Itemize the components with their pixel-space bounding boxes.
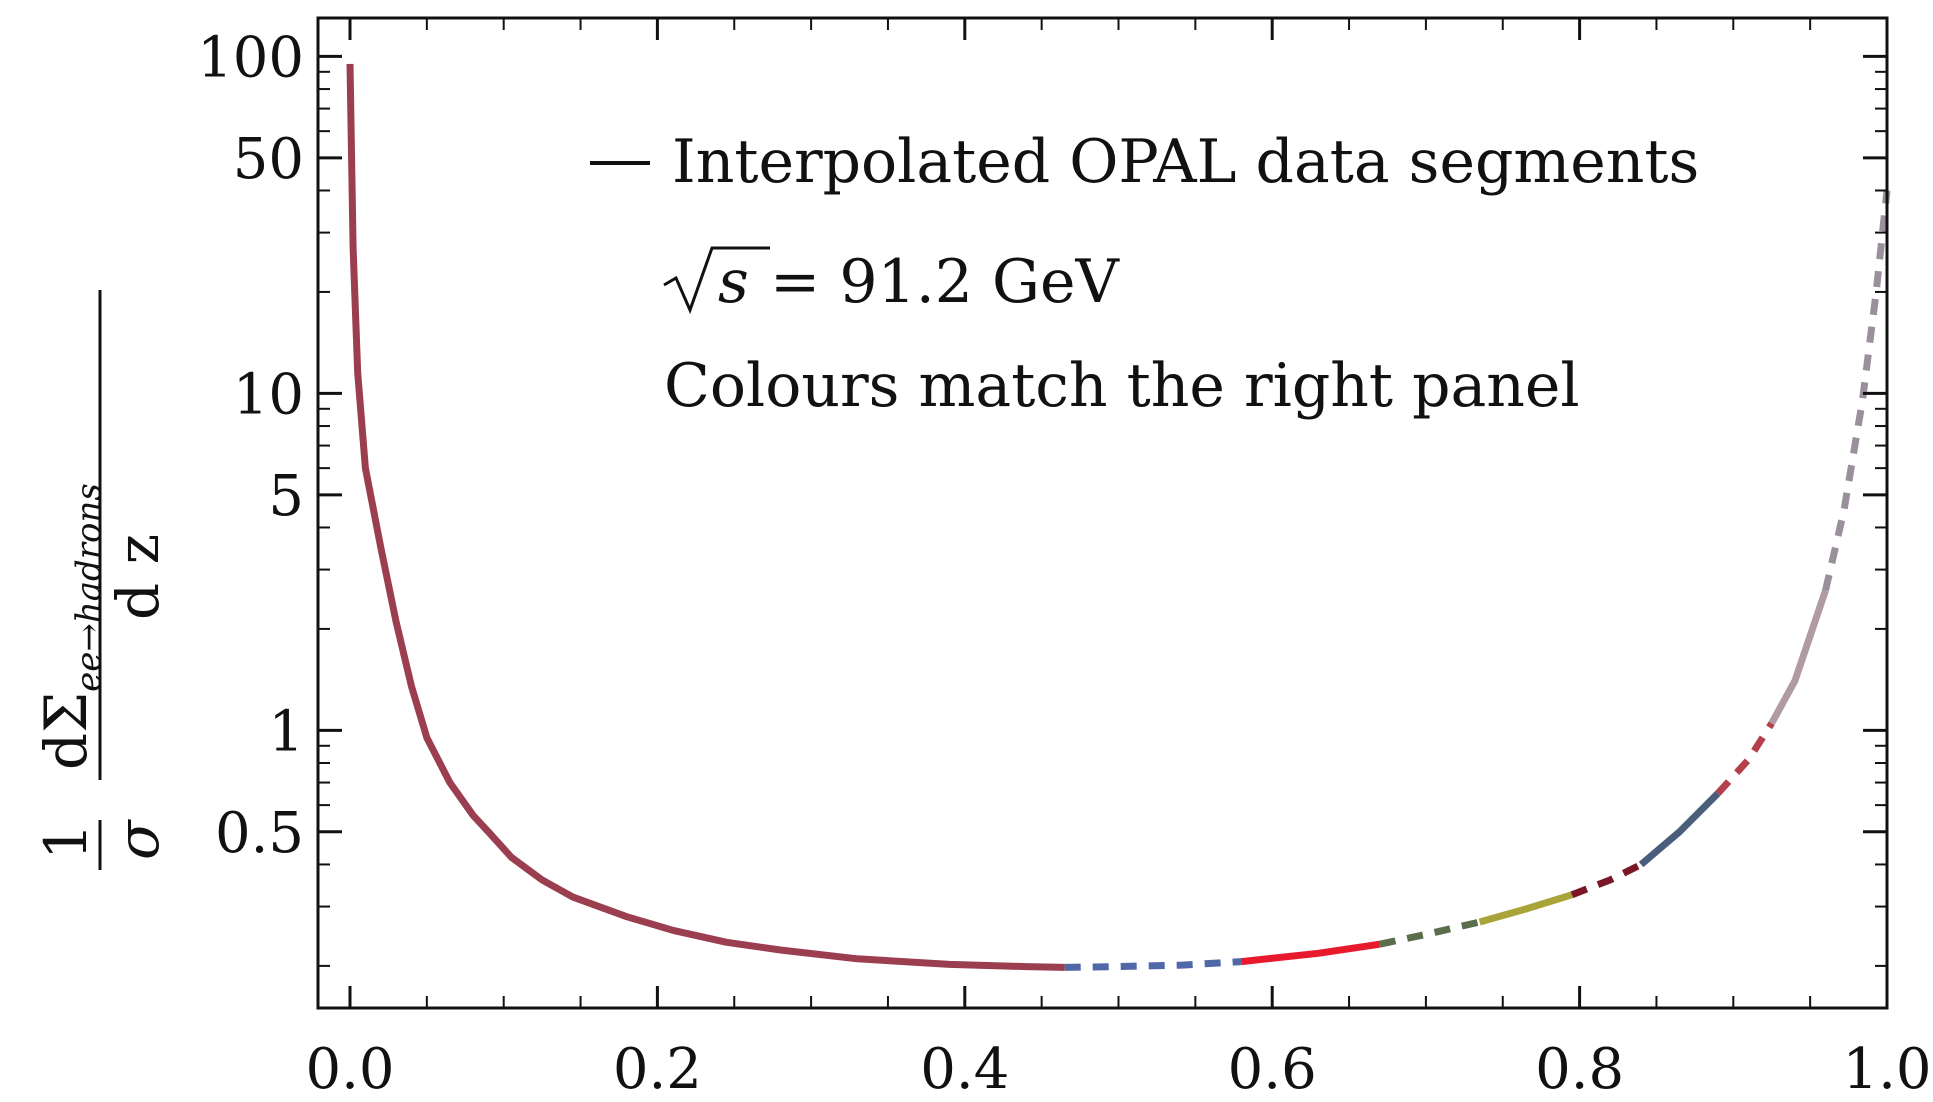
y-tick-label: 100: [197, 25, 304, 90]
y-tick-label: 50: [233, 127, 304, 192]
x-tick-label: 0.8: [1535, 1037, 1624, 1102]
ylabel-sigma: σ: [104, 819, 172, 860]
colour-note: Colours match the right panel: [664, 351, 1580, 421]
x-tick-label: 0.2: [613, 1037, 702, 1102]
energy-rhs: = 91.2 GeV: [770, 247, 1120, 317]
energy-annotation: s = 91.2 GeV: [663, 246, 1120, 317]
series-segment-7: [1638, 790, 1721, 868]
ylabel-numerator-group: dΣee→hadrons: [32, 483, 109, 770]
plot-frame: [316, 16, 1889, 1010]
x-tick-label: 0.6: [1228, 1037, 1317, 1102]
energy-lhs: s: [718, 247, 749, 317]
series-segment-4: [1379, 918, 1481, 948]
series-segment-1: [346, 63, 1065, 971]
series-segment-10: [1822, 190, 1891, 592]
y-tick-label: 10: [233, 362, 304, 427]
y-axis-label: 1 σ dΣee→hadrons d z: [32, 290, 172, 870]
series-segment-3: [1241, 940, 1381, 966]
x-tick-label: 0.0: [305, 1037, 394, 1102]
series-segment-2: [1064, 958, 1242, 971]
y-tick-label: 0.5: [215, 801, 304, 866]
x-tick-label: 0.4: [920, 1037, 1009, 1102]
y-tick-label: 1: [268, 699, 304, 764]
ylabel-numerator: dΣ: [32, 692, 100, 770]
series-segment-5: [1478, 891, 1573, 926]
series-segment-9: [1768, 589, 1829, 725]
sqrt-symbol: [663, 246, 770, 315]
legend-label: Interpolated OPAL data segments: [672, 127, 1699, 197]
ylabel-denominator: d z: [104, 534, 172, 620]
x-axis: 0.0 0.2 0.4 0.6 0.8 1.0: [305, 18, 1932, 1102]
series-segment-8: [1715, 721, 1775, 796]
y-tick-label: 5: [268, 464, 304, 529]
x-tick-label: 1.0: [1842, 1037, 1931, 1102]
series-segment-6: [1570, 861, 1643, 899]
y-axis: 0.5 1 5 10 50 100: [197, 25, 1887, 967]
ylabel-prefix: 1: [32, 823, 100, 860]
series-layer: [346, 63, 1891, 971]
ylabel-subscript: ee→hadrons: [69, 483, 109, 692]
legend: Interpolated OPAL data segments: [590, 127, 1699, 197]
